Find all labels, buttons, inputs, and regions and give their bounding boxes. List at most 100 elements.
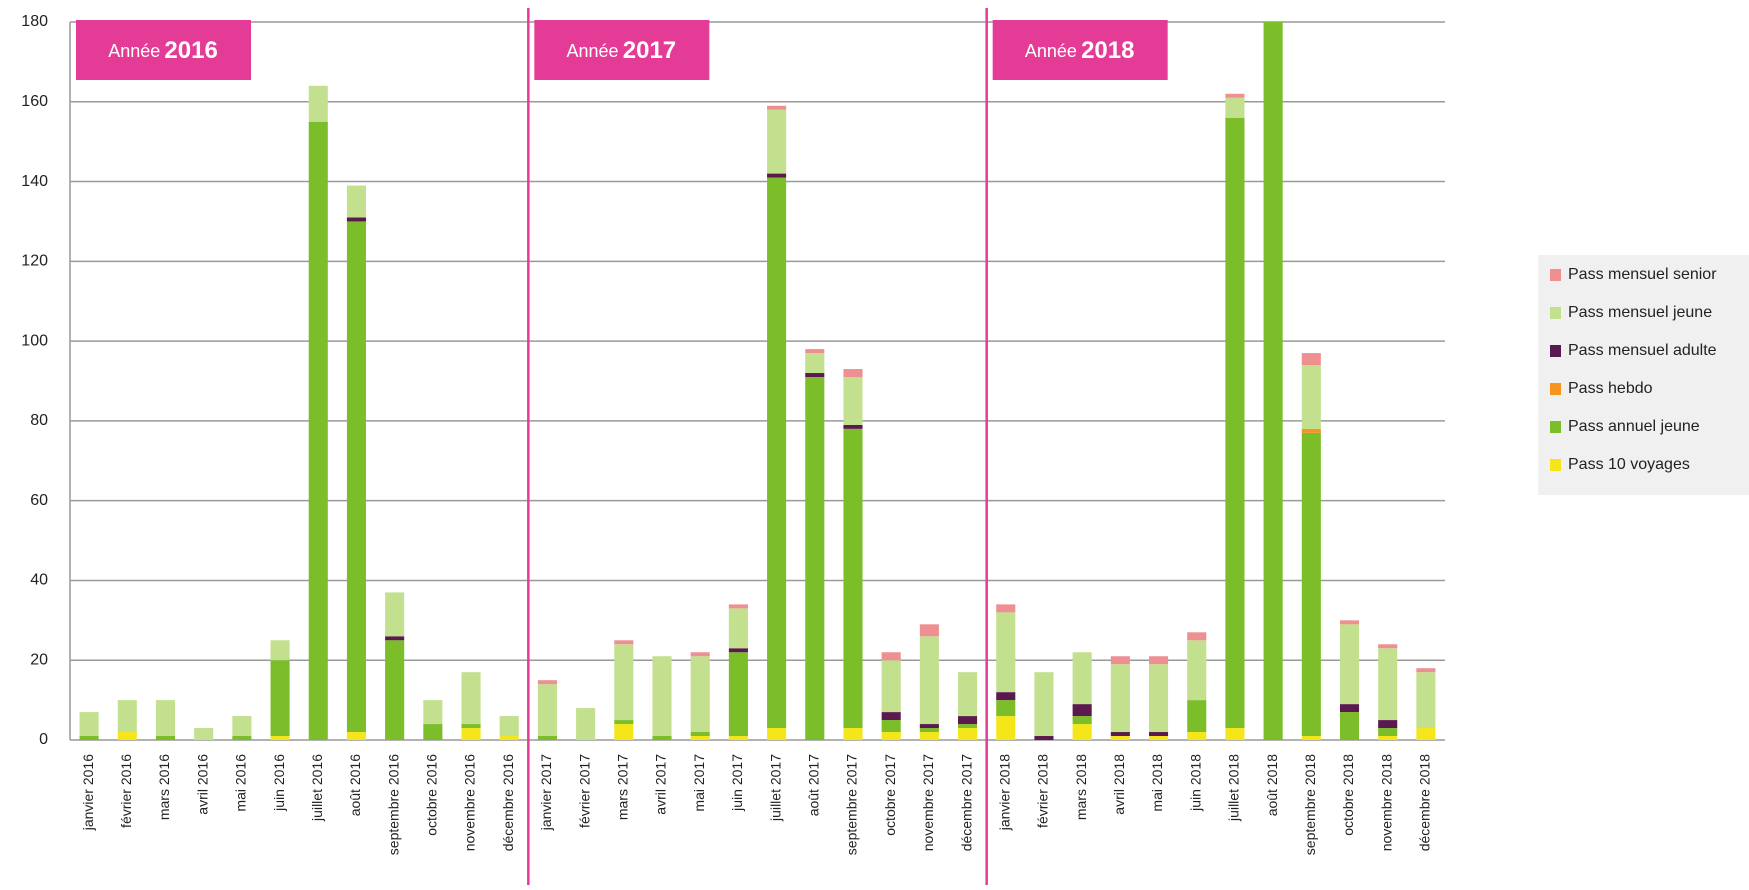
bar-segment <box>958 716 978 725</box>
bar-segment <box>1225 97 1245 118</box>
x-tick-label: janvier 2018 <box>996 754 1012 831</box>
x-tick-label: août 2016 <box>347 754 363 816</box>
bar-segment <box>843 369 863 378</box>
legend-swatch <box>1550 383 1561 395</box>
bar-segment <box>805 349 825 354</box>
legend-label: Pass mensuel jeune <box>1568 304 1712 321</box>
legend-swatch <box>1550 345 1561 357</box>
bar-segment <box>346 185 367 218</box>
year-number: 2017 <box>623 37 676 64</box>
x-tick-label: octobre 2017 <box>882 754 898 836</box>
y-tick-label: 160 <box>21 93 48 110</box>
bar-segment <box>767 105 787 110</box>
x-tick-label: décembre 2017 <box>958 754 974 852</box>
bar-segment <box>1187 640 1207 701</box>
y-tick-label: 140 <box>21 173 48 190</box>
bar-segment <box>996 700 1016 717</box>
bar-segment <box>1148 664 1169 733</box>
legend-label: Pass mensuel adulte <box>1568 342 1717 359</box>
bar-segment <box>1416 728 1436 740</box>
bar-segment <box>614 644 634 721</box>
year-word: Année <box>108 41 160 61</box>
bar-segment <box>1072 652 1092 705</box>
bar-segment <box>614 640 634 645</box>
bar-segment <box>194 728 214 740</box>
bar-segment <box>1416 668 1436 673</box>
bar-segment <box>1225 117 1245 729</box>
legend-label: Pass mensuel senior <box>1568 266 1717 283</box>
bar-segment <box>1339 704 1360 713</box>
bar-segment <box>308 121 328 740</box>
bar-segment <box>1225 728 1245 740</box>
x-tick-label: mars 2018 <box>1073 754 1089 820</box>
bar-segment <box>1225 93 1245 98</box>
bar-segment <box>1301 365 1321 429</box>
bar-segment <box>385 636 405 641</box>
y-tick-label: 40 <box>30 572 48 589</box>
bar-segment <box>728 652 748 737</box>
bar-segment <box>461 728 481 740</box>
bar-segment <box>958 672 978 717</box>
bar-segment <box>805 373 825 378</box>
bar-segment <box>1072 704 1092 717</box>
x-tick-label: avril 2017 <box>653 754 669 815</box>
x-tick-label: avril 2018 <box>1111 754 1127 815</box>
year-label: Année 2016 <box>108 37 218 64</box>
legend-label: Pass annuel jeune <box>1568 418 1700 435</box>
y-tick-label: 180 <box>21 13 48 30</box>
bar-segment <box>1148 732 1169 737</box>
bar-segment <box>1378 736 1398 740</box>
x-tick-label: octobre 2018 <box>1340 754 1356 836</box>
bar-segment <box>1110 736 1130 740</box>
x-tick-label: août 2017 <box>805 754 821 816</box>
bar-segment <box>881 720 901 733</box>
bar-segment <box>155 700 176 737</box>
x-tick-label: janvier 2017 <box>538 754 554 831</box>
x-tick-label: novembre 2016 <box>462 754 478 852</box>
bar-segment <box>958 724 978 729</box>
bar-segment <box>805 377 825 740</box>
bar-segment <box>652 736 672 740</box>
bar-segment <box>1378 644 1398 649</box>
x-tick-label: février 2018 <box>1035 754 1051 828</box>
bar-segment <box>1263 22 1283 740</box>
bar-segment <box>155 736 176 740</box>
bar-segment <box>614 724 634 740</box>
bar-segment <box>1301 736 1321 740</box>
legend-box <box>1538 255 1749 495</box>
bar-segment <box>308 85 328 122</box>
bar-segment <box>690 732 710 737</box>
bar-segment <box>767 173 787 178</box>
bar-segment <box>423 700 443 725</box>
bar-segment <box>537 736 557 740</box>
bar-segment <box>1187 632 1207 641</box>
y-tick-label: 120 <box>21 253 48 270</box>
bar-segment <box>385 640 405 740</box>
bar-segment <box>767 109 787 174</box>
x-tick-label: septembre 2018 <box>1302 754 1318 855</box>
bar-segment <box>461 672 481 725</box>
year-number: 2016 <box>164 37 217 64</box>
x-tick-label: février 2016 <box>118 754 134 828</box>
bar-segment <box>843 428 863 729</box>
bar-segment <box>1148 656 1169 665</box>
bar-segment <box>232 736 252 740</box>
legend-label: Pass 10 voyages <box>1568 456 1690 473</box>
x-tick-label: juin 2017 <box>729 754 745 812</box>
bar-segment <box>232 716 252 737</box>
bar-segment <box>270 660 290 737</box>
bar-segment <box>919 724 939 729</box>
bar-segment <box>614 720 634 725</box>
x-tick-label: juin 2018 <box>1187 754 1203 812</box>
year-label: Année 2018 <box>1025 37 1135 64</box>
bar-segment <box>499 736 519 740</box>
y-tick-label: 60 <box>30 492 48 509</box>
bar-segment <box>767 177 787 729</box>
bar-segment <box>881 732 901 740</box>
bar-segment <box>996 716 1016 740</box>
x-tick-label: avril 2016 <box>194 754 210 815</box>
bar-segment <box>1034 672 1054 737</box>
year-box <box>534 20 710 80</box>
y-tick-label: 20 <box>30 651 48 668</box>
